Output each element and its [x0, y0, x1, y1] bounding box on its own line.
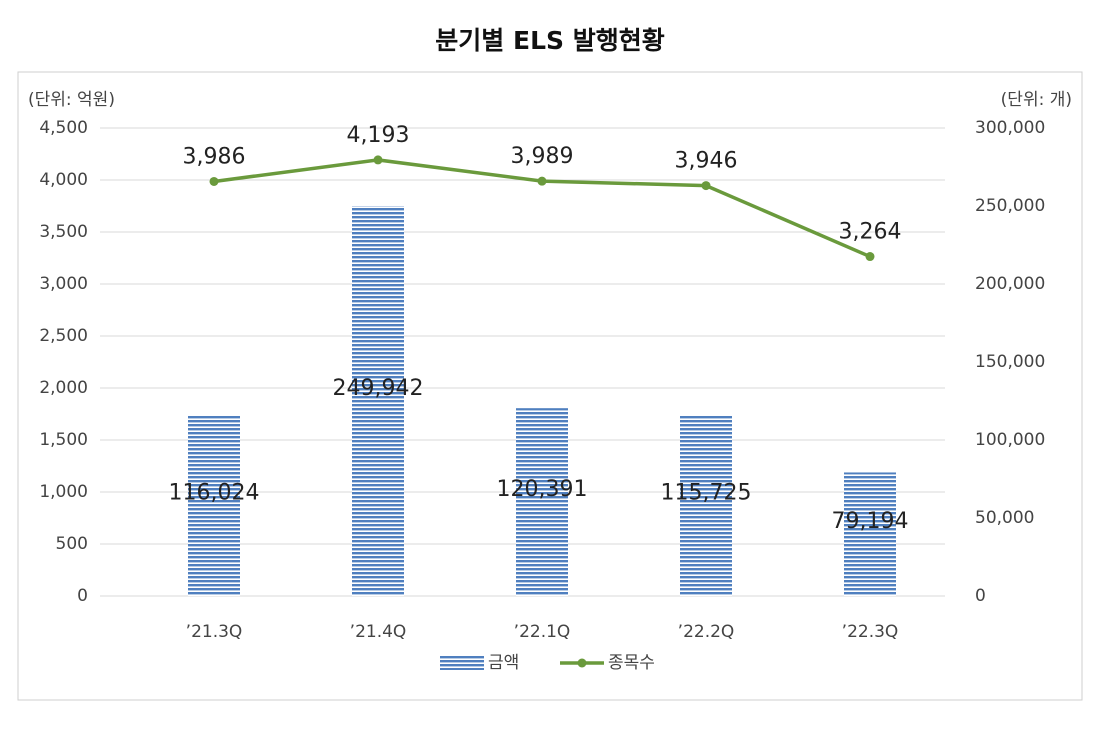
y-tick-label: 2,500	[39, 326, 88, 346]
y-tick-label: 1,500	[39, 430, 88, 450]
line-value-label: 4,193	[347, 123, 410, 148]
y-tick-label: 4,000	[39, 170, 88, 190]
y2-tick-label: 0	[975, 586, 986, 606]
y-axis-label: (단위: 억원)	[28, 90, 115, 110]
legend-swatch	[440, 656, 484, 670]
x-tick-label: ’22.3Q	[842, 622, 899, 642]
line-value-label: 3,946	[675, 149, 738, 174]
y2-tick-label: 250,000	[975, 196, 1045, 216]
bar	[516, 408, 568, 596]
bar	[680, 415, 732, 596]
line-point	[373, 155, 383, 165]
line	[213, 158, 871, 259]
line-point	[701, 181, 711, 191]
y-tick-label: 3,500	[39, 222, 88, 242]
y-tick-label: 4,500	[39, 118, 88, 138]
bar	[352, 206, 404, 596]
line-value-label: 3,989	[511, 144, 574, 169]
x-tick-label: ’22.2Q	[678, 622, 735, 642]
bar	[844, 472, 896, 596]
line-value-label: 3,264	[839, 220, 902, 245]
legend-label: 금액	[488, 653, 519, 673]
line-point	[865, 252, 875, 262]
x-tick-label: ’22.1Q	[514, 622, 571, 642]
x-tick-label: ’21.3Q	[186, 622, 243, 642]
y-tick-label: 1,000	[39, 482, 88, 502]
y2-axis-label: (단위: 개)	[1001, 90, 1072, 110]
x-tick-label: ’21.4Q	[350, 622, 407, 642]
bar-value-label: 79,194	[832, 509, 909, 534]
y2-tick-label: 50,000	[975, 508, 1034, 528]
y2-tick-label: 100,000	[975, 430, 1045, 450]
line-point	[537, 176, 547, 186]
chart-frame	[17, 71, 1083, 701]
chart-title: 분기별 ELS 발행현황	[435, 26, 664, 55]
y-tick-label: 0	[77, 586, 88, 606]
y2-tick-label: 300,000	[975, 118, 1045, 138]
line-point	[209, 176, 219, 186]
y2-tick-label: 150,000	[975, 352, 1045, 372]
legend-swatch-dot	[577, 658, 587, 668]
bar-value-label: 249,942	[333, 376, 424, 401]
line-value-label: 3,986	[183, 144, 246, 169]
bar-value-label: 120,391	[497, 477, 588, 502]
y2-tick-label: 200,000	[975, 274, 1045, 294]
y-tick-label: 2,000	[39, 378, 88, 398]
bar-value-label: 116,024	[169, 481, 260, 506]
legend-label: 종목수	[608, 653, 655, 673]
y-tick-label: 3,000	[39, 274, 88, 294]
y-tick-label: 500	[56, 534, 88, 554]
bar	[188, 415, 240, 596]
bar-value-label: 115,725	[661, 481, 752, 506]
